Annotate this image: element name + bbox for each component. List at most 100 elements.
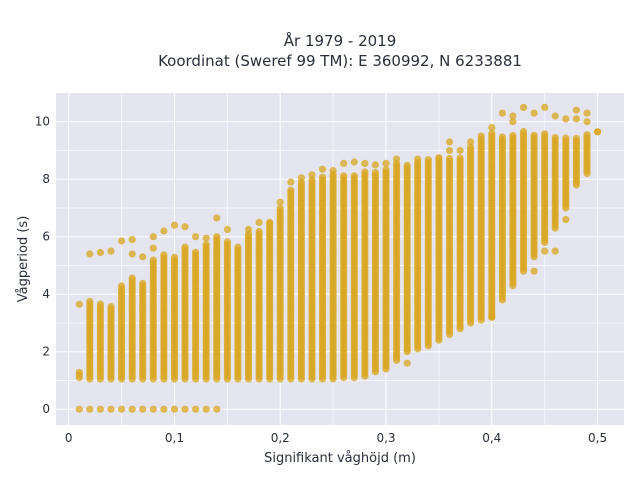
outlier-point (160, 405, 168, 413)
chart-title-line-1: År 1979 - 2019 (284, 31, 397, 50)
data-point (340, 172, 348, 180)
data-point (594, 128, 602, 136)
data-point (530, 131, 538, 139)
data-point (128, 274, 136, 282)
outlier-point (498, 109, 506, 117)
chart-title-line-2: Koordinat (Sweref 99 TM): E 360992, N 62… (158, 52, 522, 70)
data-point (361, 168, 369, 176)
outlier-point (86, 405, 94, 413)
outlier-point (86, 250, 94, 258)
outlier-point (435, 154, 443, 162)
data-point (445, 154, 454, 163)
outlier-point (318, 165, 327, 173)
data-point (255, 227, 263, 236)
outlier-point (414, 155, 422, 163)
data-point (118, 282, 126, 290)
data-point (75, 368, 83, 376)
data-point (572, 134, 581, 142)
outlier-point (202, 234, 210, 242)
outlier-point (181, 405, 189, 413)
outlier-point (393, 155, 401, 163)
outlier-point (583, 109, 591, 117)
outlier-point (403, 359, 411, 367)
data-point (350, 172, 358, 180)
outlier-point (128, 250, 136, 258)
outlier-point (519, 103, 528, 111)
outlier-point (583, 118, 591, 126)
x-axis-ticks: 0 0,1 0,2 0,3 0,4 0,5 (65, 431, 607, 445)
outlier-point (128, 405, 136, 413)
outlier-point (96, 248, 104, 257)
outlier-point (371, 161, 379, 169)
outlier-point (287, 178, 295, 186)
y-tick-label: 6 (42, 230, 50, 244)
outlier-point (361, 159, 369, 167)
data-point (192, 248, 200, 256)
data-points (75, 103, 602, 413)
outlier-point (139, 405, 147, 413)
outlier-point (202, 405, 210, 413)
outlier-point (266, 218, 274, 226)
outlier-point (297, 174, 305, 182)
outlier-point (139, 253, 147, 261)
outlier-point (160, 227, 168, 235)
data-point (96, 300, 104, 308)
outlier-point (551, 112, 559, 120)
outlier-point (340, 159, 348, 167)
outlier-point (541, 103, 549, 111)
data-point (551, 134, 559, 142)
outlier-point (276, 198, 284, 206)
outlier-point (107, 405, 115, 413)
outlier-point (213, 405, 221, 413)
data-point (318, 173, 327, 181)
data-point (160, 251, 168, 259)
outlier-point (562, 115, 570, 123)
outlier-point (192, 405, 200, 413)
x-tick-label: 0,1 (165, 431, 184, 445)
data-point (424, 156, 432, 164)
outlier-point (170, 221, 179, 229)
outlier-point (244, 225, 253, 234)
data-point (181, 243, 189, 251)
outlier-point (255, 218, 263, 226)
y-tick-label: 8 (42, 172, 50, 186)
data-point (287, 186, 295, 194)
data-point (382, 166, 390, 174)
data-point (562, 134, 570, 142)
y-tick-label: 2 (42, 345, 50, 359)
y-tick-label: 0 (42, 402, 50, 416)
data-point (86, 297, 94, 305)
outlier-point (128, 236, 136, 244)
outlier-point (467, 138, 475, 146)
data-point (202, 240, 210, 249)
outlier-point (445, 146, 454, 155)
outlier-point (75, 300, 83, 308)
x-tick-label: 0 (65, 431, 73, 445)
data-point (403, 161, 411, 169)
x-tick-label: 0,4 (482, 431, 501, 445)
outlier-point (541, 247, 549, 255)
outlier-point (118, 405, 126, 413)
x-tick-label: 0,2 (271, 431, 290, 445)
data-point (170, 253, 179, 261)
outlier-point (562, 215, 570, 224)
data-point (223, 238, 231, 246)
x-axis-title: Signifikant våghöjd (m) (264, 451, 416, 466)
outlier-point (96, 405, 104, 413)
outlier-point (181, 223, 189, 231)
y-tick-label: 4 (42, 287, 50, 301)
data-point (519, 127, 528, 136)
outlier-point (488, 123, 496, 132)
y-axis-title: Vågperiod (s) (16, 216, 31, 303)
data-point (509, 131, 517, 140)
data-point (139, 279, 147, 287)
outlier-point (350, 158, 358, 166)
outlier-point (509, 112, 517, 120)
outlier-point (149, 405, 157, 413)
data-point (371, 169, 379, 177)
outlier-point (223, 225, 231, 234)
data-point (107, 303, 115, 311)
outlier-point (308, 171, 316, 179)
outlier-point (530, 109, 538, 117)
outlier-point (75, 405, 83, 413)
